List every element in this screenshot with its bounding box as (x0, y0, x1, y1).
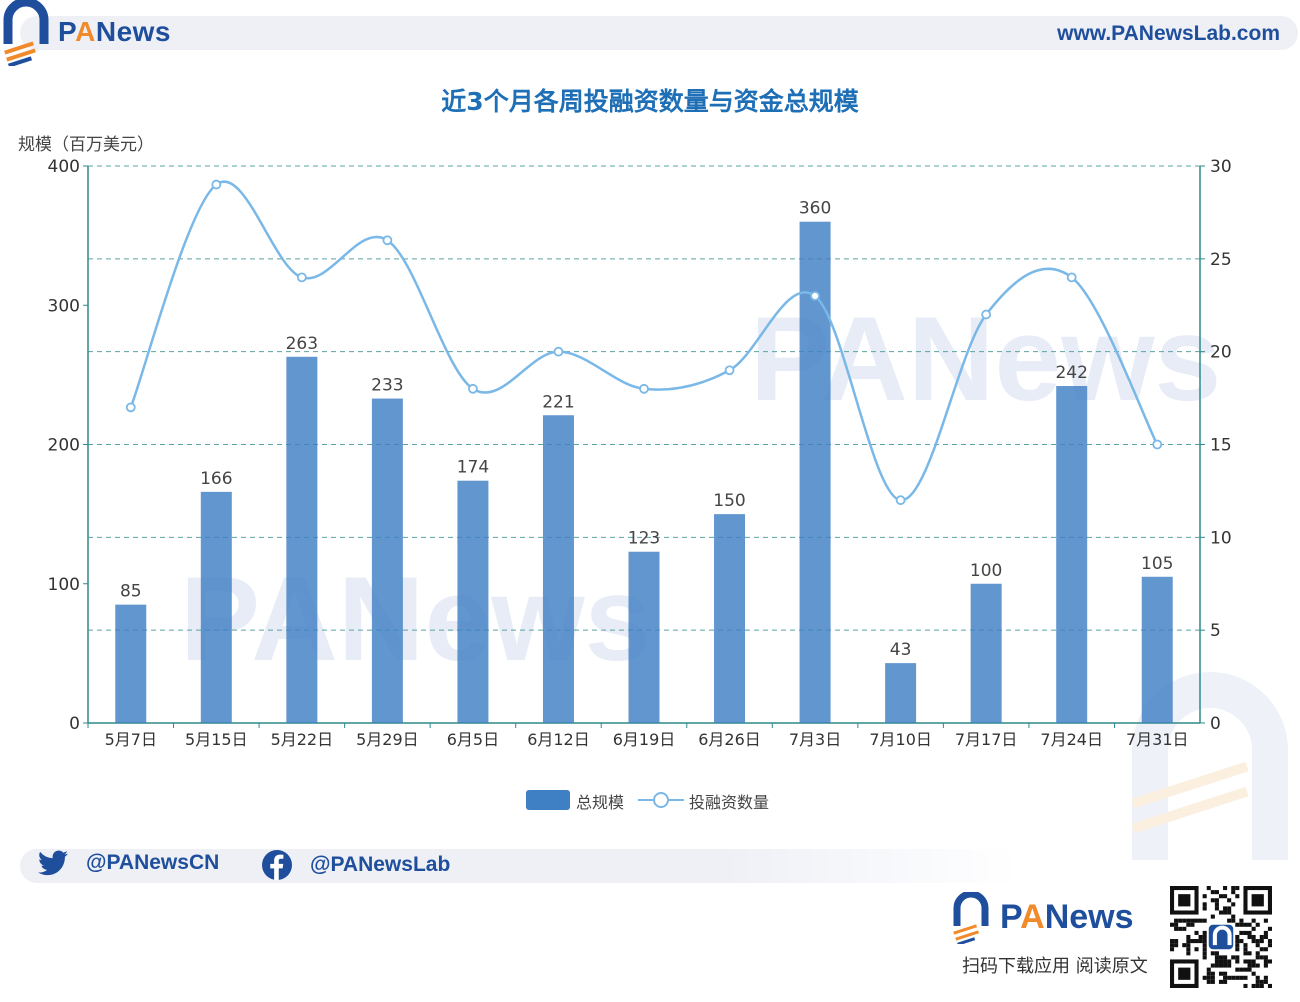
y-tick-label-right: 25 (1210, 250, 1232, 270)
bar (115, 604, 147, 723)
bar-value-label: 123 (628, 529, 660, 549)
bar (799, 221, 831, 723)
count-point (639, 383, 649, 394)
bar-value-label: 43 (890, 640, 912, 660)
brand-rest: News (95, 16, 171, 47)
x-tick-label: 5月7日 (105, 730, 157, 749)
bar-value-label: 85 (120, 582, 142, 602)
facebook-icon (262, 850, 292, 880)
bar (200, 491, 232, 723)
y-tick-label-right: 30 (1210, 157, 1232, 177)
bar-value-label: 105 (1141, 554, 1173, 574)
bar (457, 480, 489, 723)
twitter-icon (38, 850, 68, 876)
facebook-handle-text: @PANewsLab (310, 853, 451, 876)
y-tick-label-right: 0 (1210, 714, 1221, 734)
bar (1141, 576, 1173, 723)
qr-code-icon[interactable] (1170, 886, 1272, 988)
x-tick-label: 6月26日 (698, 730, 761, 749)
facebook-handle[interactable]: @PANewsLab (262, 850, 450, 880)
footer-brand-prefix: P (1000, 898, 1021, 936)
twitter-handle[interactable]: @PANewsCN (38, 850, 219, 876)
footer-brand-accent: A (1020, 898, 1045, 936)
y-tick-label-right: 20 (1210, 343, 1232, 363)
bar-value-label: 263 (286, 334, 318, 354)
count-point (468, 383, 478, 394)
y-tick-label-left: 400 (48, 157, 80, 177)
bar-value-label: 233 (371, 376, 403, 396)
count-point (211, 179, 222, 190)
y-axis-label: 规模（百万美元） (18, 135, 154, 155)
legend-line-swatch[interactable] (638, 788, 684, 812)
footer-caption: 扫码下载应用 阅读原文 (962, 956, 1148, 977)
bar (628, 551, 660, 723)
count-point (1066, 272, 1077, 283)
legend-bar-swatch[interactable] (526, 790, 570, 810)
count-point (810, 291, 820, 301)
count-point (125, 402, 136, 413)
header-band (20, 16, 1298, 50)
x-tick-label: 6月5日 (447, 730, 499, 749)
brand-accent: A (75, 16, 96, 47)
legend-line-label: 投融资数量 (689, 793, 770, 812)
footer-brand-name: PANews (1000, 898, 1134, 937)
y-tick-label-right: 15 (1210, 436, 1232, 456)
x-tick-label: 7月3日 (789, 730, 841, 749)
twitter-handle-text: @PANewsCN (86, 851, 220, 874)
site-url-link[interactable]: www.PANewsLab.com (1057, 22, 1280, 45)
count-point (981, 309, 992, 320)
bar (371, 398, 403, 723)
panews-logo-icon (3, 0, 49, 66)
bar-value-label: 360 (799, 199, 831, 219)
count-point (895, 495, 906, 506)
y-tick-label-left: 300 (48, 296, 80, 316)
x-tick-label: 5月22日 (271, 730, 334, 749)
x-tick-label: 6月19日 (613, 730, 676, 749)
chart-title: 近3个月各周投融资数量与资金总规模 (441, 87, 859, 116)
bar-value-label: 150 (713, 491, 745, 511)
brand-name: PANews (58, 16, 171, 48)
bar-value-label: 166 (200, 469, 232, 489)
y-tick-label-left: 200 (48, 436, 80, 456)
footer-logo-icon (953, 892, 989, 944)
bar-value-label: 100 (970, 561, 1002, 581)
legend-bar-label: 总规模 (576, 793, 625, 812)
bar (542, 415, 574, 723)
x-tick-label: 7月17日 (955, 730, 1018, 749)
x-tick-label: 5月15日 (185, 730, 248, 749)
y-tick-label-left: 0 (69, 714, 80, 734)
bar (970, 583, 1002, 723)
footer-brand-rest: News (1044, 898, 1134, 936)
y-tick-label-right: 5 (1210, 621, 1221, 641)
count-point (1152, 439, 1163, 450)
x-tick-label: 7月31日 (1126, 730, 1189, 749)
bar (286, 356, 318, 723)
bar (885, 663, 917, 723)
count-point (724, 365, 735, 376)
footer-band (20, 849, 1020, 883)
bar-value-label: 242 (1055, 363, 1087, 383)
x-tick-label: 5月29日 (356, 730, 419, 749)
bar-value-label: 174 (457, 458, 489, 478)
bar (1056, 386, 1088, 723)
bar (714, 514, 746, 723)
count-point (296, 272, 307, 283)
x-tick-label: 6月12日 (527, 730, 590, 749)
count-point (553, 346, 564, 357)
y-tick-label-right: 10 (1210, 528, 1232, 548)
x-tick-label: 7月24日 (1040, 730, 1103, 749)
count-point (382, 235, 393, 246)
brand-prefix: P (58, 16, 76, 47)
bar-value-label: 221 (542, 392, 574, 412)
y-tick-label-left: 100 (48, 575, 80, 595)
x-tick-label: 7月10日 (869, 730, 932, 749)
